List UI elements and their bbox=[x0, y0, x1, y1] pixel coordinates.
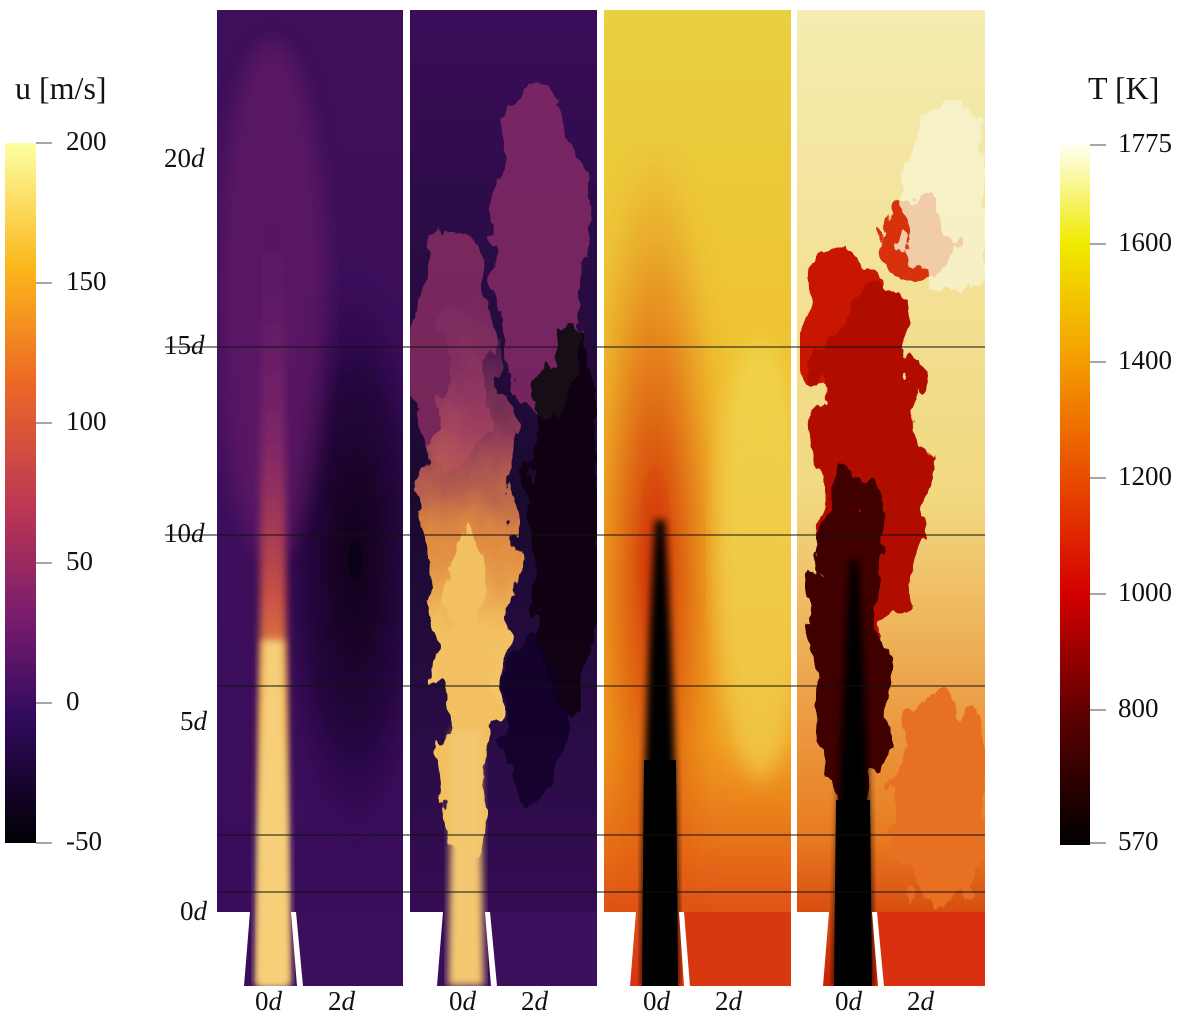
radial-tick-label: 0d bbox=[835, 986, 862, 1016]
axial-guide-lines bbox=[165, 346, 985, 893]
velocity-tick-label: 150 bbox=[66, 266, 107, 296]
temperature-colorbar-title: T [K] bbox=[1088, 70, 1160, 106]
velocity-tick-label: 200 bbox=[66, 126, 107, 156]
radial-tick-label: 0d bbox=[643, 986, 670, 1016]
velocity-tick-label: 0 bbox=[66, 686, 80, 716]
panel-temperature-mean bbox=[604, 10, 791, 986]
radial-tick-label: 2d bbox=[521, 986, 548, 1016]
panel-temperature-instantaneous bbox=[797, 10, 985, 986]
radial-tick-label: 0d bbox=[449, 986, 476, 1016]
velocity-colorbar-title: u [m/s] bbox=[15, 70, 107, 106]
temperature-tick-label: 1200 bbox=[1118, 461, 1172, 491]
velocity-tick-label: 100 bbox=[66, 406, 107, 436]
axial-tick-label: 20d bbox=[164, 143, 205, 173]
temperature-colorbar bbox=[1060, 145, 1090, 845]
radial-tick-label: 2d bbox=[328, 986, 355, 1016]
axial-tick-label: 0d bbox=[180, 896, 207, 926]
axial-tick-label: 10d bbox=[164, 518, 205, 548]
axial-tick-label: 5d bbox=[180, 706, 207, 736]
temperature-tick-label: 1000 bbox=[1118, 577, 1172, 607]
temperature-tick-label: 1775 bbox=[1118, 128, 1172, 158]
temperature-colorbar-ticks bbox=[1090, 144, 1106, 844]
temperature-tick-label: 800 bbox=[1118, 693, 1159, 723]
radial-tick-label: 0d bbox=[255, 986, 282, 1016]
panel-velocity-instantaneous bbox=[410, 10, 597, 986]
radial-tick-label: 2d bbox=[715, 986, 742, 1016]
axial-tick-label: 15d bbox=[164, 330, 205, 360]
temperature-tick-label: 1600 bbox=[1118, 227, 1172, 257]
velocity-tick-label: -50 bbox=[66, 826, 102, 856]
velocity-colorbar bbox=[5, 143, 36, 843]
temperature-tick-label: 1400 bbox=[1118, 345, 1172, 375]
radial-tick-label: 2d bbox=[907, 986, 934, 1016]
panel-velocity-mean bbox=[217, 10, 403, 986]
velocity-tick-label: 50 bbox=[66, 546, 93, 576]
temperature-tick-label: 570 bbox=[1118, 826, 1159, 856]
velocity-colorbar-ticks bbox=[36, 142, 52, 844]
